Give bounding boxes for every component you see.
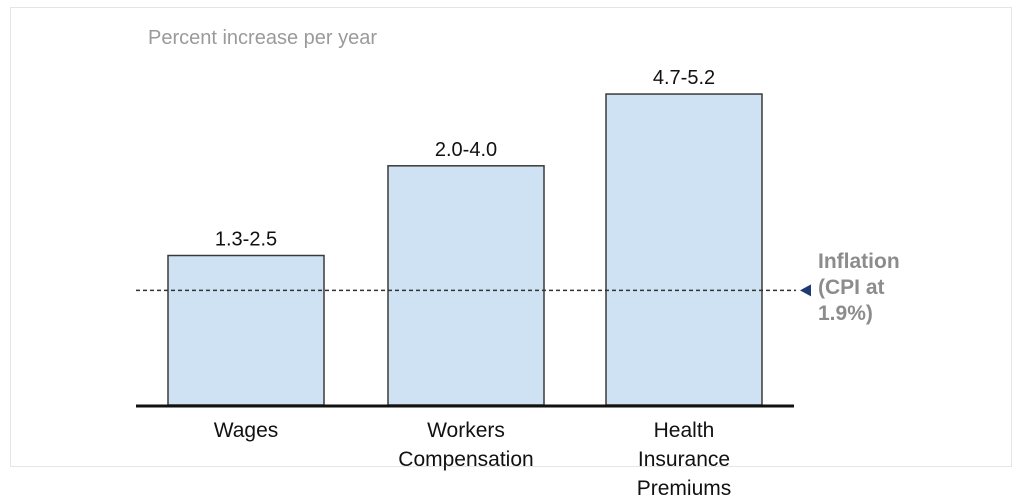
chart-frame: [10, 7, 1012, 467]
bar-0: [167, 254, 325, 406]
bar-value-label-1: 2.0-4.0: [435, 139, 497, 161]
inflation-annotation-line-2: (CPI at: [818, 276, 885, 299]
bar-value-label-0: 1.3-2.5: [215, 229, 277, 251]
category-label-1-1: Compensation: [398, 448, 533, 471]
bar-value-label-2: 4.7-5.2: [653, 67, 715, 89]
category-label-2-0: Health: [654, 419, 715, 442]
inflation-annotation-line-3: 1.9%): [818, 302, 873, 325]
category-label-0-0: Wages: [214, 419, 279, 442]
category-label-2-1: Insurance: [638, 448, 730, 471]
chart-subtitle: Percent increase per year: [148, 27, 378, 49]
inflation-annotation-line-1: Inflation: [818, 250, 900, 273]
inflation-marker-icon: [800, 284, 811, 297]
inflation-annotation: Inflation (CPI at 1.9%): [818, 249, 928, 327]
category-label-1-0: Workers: [427, 419, 505, 442]
category-label-2-2: Premiums: [637, 477, 732, 497]
bar-1: [387, 165, 545, 406]
bar-2: [605, 93, 763, 406]
